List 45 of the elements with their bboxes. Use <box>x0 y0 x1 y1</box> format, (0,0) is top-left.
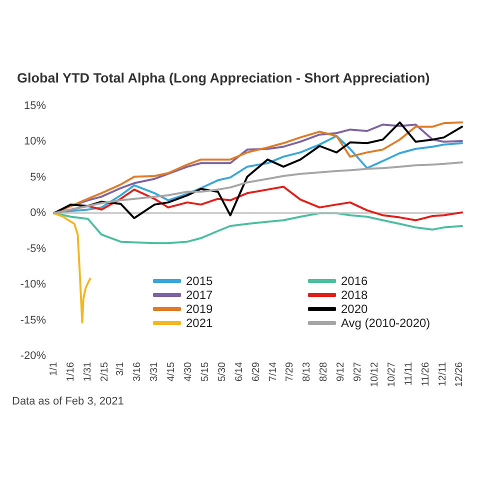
line-series <box>53 212 92 324</box>
x-tick-label: 3/16 <box>132 362 144 382</box>
legend-label: Avg (2010-2020) <box>341 316 430 330</box>
x-tick-label: 12/11 <box>437 362 448 386</box>
x-tick-label: 3/31 <box>149 362 160 382</box>
legend-label: 2015 <box>186 274 214 288</box>
y-tick-label: -15% <box>20 314 46 326</box>
x-tick-label: 11/26 <box>420 362 432 386</box>
legend-label: 2019 <box>186 302 214 316</box>
y-tick-label: 10% <box>24 136 46 148</box>
x-tick-label: 10/12 <box>369 362 380 388</box>
y-tick-label: 5% <box>30 171 46 184</box>
x-tick-label: 4/30 <box>182 362 194 382</box>
x-tick-label: 8/28 <box>318 362 330 382</box>
text: Data as of Feb 3, 2021 <box>12 396 124 408</box>
x-tick-label: 1/1 <box>48 362 60 376</box>
x-tick-label: 2/15 <box>99 362 110 382</box>
x-tick-label: 6/29 <box>250 362 262 382</box>
chart-title: Global YTD Total Alpha (Long Appreciation - Short Appreciation) <box>17 70 430 86</box>
x-tick-label: 4/15 <box>166 362 178 382</box>
y-tick-label: -10% <box>20 278 46 291</box>
x-tick-label: 12/26 <box>454 362 466 388</box>
x-tick-label: 1/16 <box>65 362 76 382</box>
x-tick-label: 6/14 <box>234 362 245 382</box>
x-tick-label: 10/27 <box>386 362 398 388</box>
legend-label: 2021 <box>186 316 214 330</box>
y-tick-label: -20% <box>20 350 46 362</box>
x-tick-label: 5/30 <box>216 362 228 382</box>
legend-label: 2016 <box>341 274 368 288</box>
legend-label: 2017 <box>186 288 214 302</box>
y-tick-label: 0% <box>30 207 46 220</box>
x-tick-label: 7/29 <box>284 362 296 382</box>
legend-label: 2018 <box>341 288 368 302</box>
x-tick-label: 5/15 <box>200 362 211 382</box>
x-tick-label: 9/12 <box>336 362 347 382</box>
x-tick-label: 3/1 <box>115 362 126 376</box>
legend-label: 2020 <box>341 302 368 316</box>
line-series <box>53 161 463 214</box>
y-tick-label: 15% <box>24 100 46 112</box>
y-tick-label: -5% <box>26 242 46 255</box>
x-tick-label: 9/27 <box>352 362 364 382</box>
x-tick-label: 8/13 <box>302 362 313 382</box>
x-tick-label: 7/14 <box>268 362 279 382</box>
x-tick-label: 1/31 <box>82 362 94 382</box>
x-tick-label: 11/11 <box>403 362 414 386</box>
